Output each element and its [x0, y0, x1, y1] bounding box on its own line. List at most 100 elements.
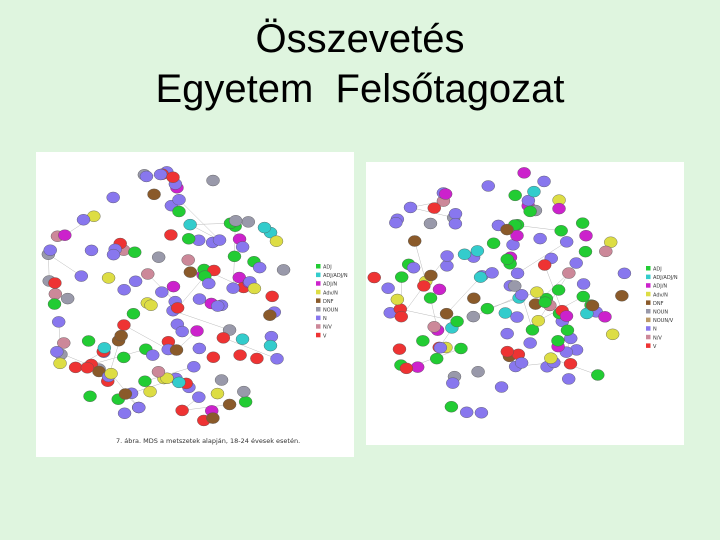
legend-label: ADJ — [653, 267, 662, 273]
network-node — [146, 349, 160, 361]
network-node — [494, 381, 509, 393]
network-node — [500, 253, 514, 265]
network-node — [237, 385, 251, 398]
network-node — [172, 205, 186, 218]
network-node — [141, 268, 155, 280]
network-node — [206, 351, 221, 363]
network-node — [252, 261, 267, 274]
network-node — [560, 324, 575, 336]
network-node — [247, 282, 262, 295]
legend-label: NOUN/V — [653, 318, 674, 324]
network-node — [575, 217, 590, 229]
network-node — [166, 171, 180, 183]
network-node — [235, 241, 250, 253]
network-node — [241, 216, 256, 228]
legend-swatch — [316, 281, 321, 286]
network-node — [227, 250, 242, 263]
network-node — [531, 315, 545, 327]
network-node — [170, 302, 185, 314]
legend-swatch — [646, 326, 651, 331]
network-node — [523, 205, 537, 218]
network-node — [151, 251, 166, 263]
network-node — [74, 270, 88, 282]
network-node — [190, 325, 204, 337]
network-node — [423, 217, 438, 230]
legend-swatch — [316, 324, 321, 329]
network-node — [263, 339, 278, 352]
network-node — [538, 296, 552, 308]
network-node — [212, 234, 227, 246]
network-node — [51, 316, 66, 328]
network-node — [53, 357, 67, 370]
network-node — [114, 329, 128, 342]
network-node — [206, 412, 220, 424]
network-node — [117, 351, 131, 364]
network-node — [569, 257, 583, 269]
legend-label: ADJ/N — [323, 282, 337, 288]
legend-swatch — [646, 283, 651, 288]
network-node — [617, 267, 632, 280]
network-edge — [400, 308, 458, 322]
network-node — [527, 185, 541, 198]
network-node — [559, 310, 574, 322]
network-node — [510, 311, 524, 323]
network-node — [144, 299, 158, 311]
network-node — [466, 310, 481, 323]
network-node — [206, 174, 220, 187]
legend-label: ADJ/N — [653, 284, 667, 290]
network-node — [57, 337, 71, 349]
network-node — [207, 264, 221, 277]
network-node — [410, 361, 425, 373]
legend-label: V — [323, 333, 327, 339]
legend-swatch — [646, 266, 651, 271]
network-node — [143, 385, 157, 398]
network-node — [80, 362, 95, 374]
network-node — [226, 282, 240, 294]
network-node — [444, 401, 459, 413]
network-node — [508, 189, 522, 202]
network-node — [60, 292, 75, 305]
network-node — [81, 335, 96, 347]
legend-swatch — [316, 272, 321, 278]
slide-title-line-2: Egyetem Felsőtagozat — [155, 67, 565, 111]
network-node — [562, 373, 576, 385]
network-node — [533, 232, 547, 245]
network-node — [211, 300, 225, 312]
network-node — [175, 325, 189, 338]
network-node — [579, 229, 593, 242]
network-node — [76, 214, 91, 226]
network-node — [485, 267, 499, 279]
network-node — [552, 202, 566, 215]
network-node — [101, 272, 116, 284]
network-node — [160, 372, 174, 384]
network-node — [467, 292, 481, 304]
network-node — [576, 290, 590, 303]
network-node — [470, 245, 485, 257]
legend-swatch — [316, 264, 321, 269]
network-node — [106, 191, 120, 204]
network-node — [43, 244, 57, 256]
right-network-figure: ADJ ADJ/ADJ/N ADJ/N Adv/N DNF NOUN NOUN/V N N/V V — [366, 162, 684, 445]
slide-title-line-1: Összevetés — [255, 17, 465, 61]
network-node — [50, 346, 64, 358]
legend-label: ADJ — [323, 265, 332, 271]
network-node — [164, 229, 178, 241]
network-node — [257, 221, 272, 234]
network-node — [510, 229, 524, 242]
network-node — [500, 327, 514, 340]
legend-label: DNF — [323, 299, 334, 305]
legend-swatch — [316, 289, 321, 295]
network-edge — [172, 310, 230, 331]
network-node — [210, 387, 225, 400]
left-network-nodes — [41, 166, 291, 427]
network-node — [457, 248, 472, 260]
network-node — [97, 342, 112, 354]
network-node — [214, 374, 229, 386]
network-node — [439, 307, 454, 320]
network-node — [514, 289, 529, 301]
network-node — [104, 367, 118, 380]
network-node — [263, 309, 277, 321]
network-node — [473, 271, 488, 283]
network-node — [132, 401, 146, 414]
network-node — [394, 271, 409, 283]
